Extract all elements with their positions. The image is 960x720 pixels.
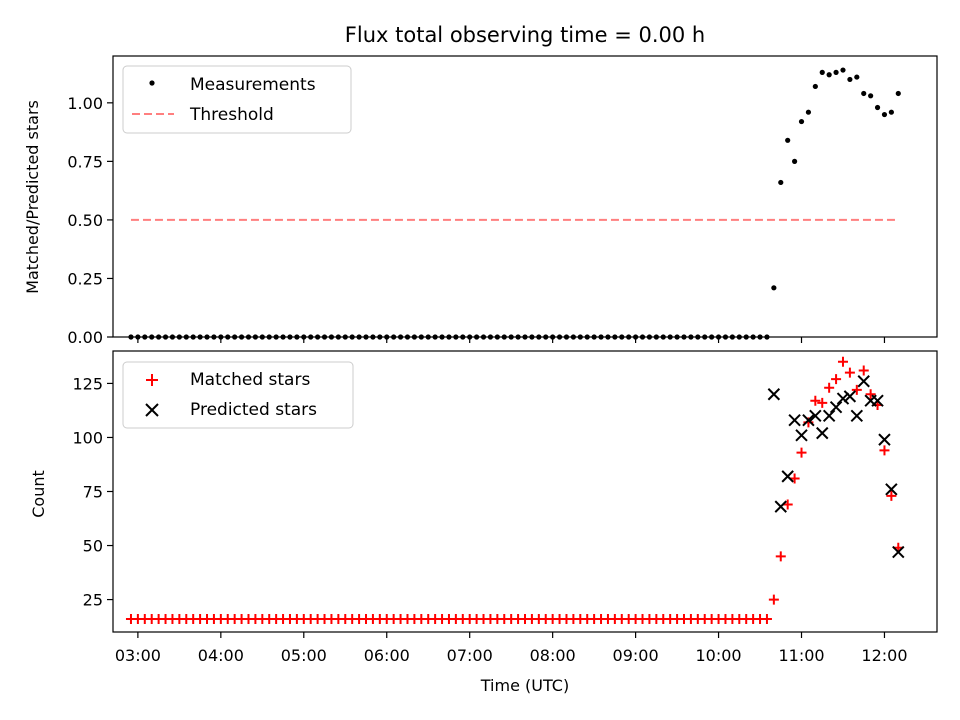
top-ytick-label: 0.75 bbox=[67, 152, 103, 171]
legend-predicted-marker bbox=[145, 403, 159, 417]
predicted-stars-point bbox=[850, 409, 864, 423]
measurements-point bbox=[861, 90, 867, 97]
xtick-label: 07:00 bbox=[447, 646, 493, 665]
matched-stars-point bbox=[851, 384, 862, 395]
top-ylabel: Matched/Predicted stars bbox=[23, 100, 42, 294]
matched-stars-point bbox=[789, 473, 800, 484]
legend-matched-label: Matched stars bbox=[190, 370, 310, 390]
legend-matched-marker bbox=[146, 374, 158, 386]
predicted-stars-point bbox=[795, 429, 808, 442]
xtick-label: 03:00 bbox=[115, 646, 161, 665]
predicted-stars-point bbox=[802, 413, 815, 427]
predicted-stars-point bbox=[885, 483, 898, 496]
bottom-ytick-label: 25 bbox=[83, 591, 103, 610]
matched-stars-point bbox=[844, 367, 855, 378]
predicted-stars-point bbox=[829, 400, 843, 414]
predicted-stars-point bbox=[816, 426, 829, 440]
bottom-ytick-label: 50 bbox=[83, 537, 103, 556]
measurements-point bbox=[778, 179, 784, 186]
measurements-point bbox=[812, 83, 818, 90]
x-axis-label: Time (UTC) bbox=[480, 676, 569, 695]
matched-stars-point bbox=[810, 395, 821, 406]
predicted-stars-point bbox=[857, 375, 870, 388]
legend-measurements-marker bbox=[149, 80, 155, 86]
measurements-point bbox=[888, 109, 894, 115]
matched-stars-point bbox=[831, 374, 842, 385]
matched-stars-point bbox=[817, 397, 828, 408]
measurements-point bbox=[771, 285, 777, 291]
top-ytick-label: 0.25 bbox=[67, 269, 103, 288]
xtick-label: 04:00 bbox=[198, 646, 244, 665]
matched-stars-point bbox=[761, 614, 772, 625]
predicted-stars-point bbox=[781, 470, 794, 483]
matched-stars-point bbox=[879, 445, 890, 456]
legend-predicted-label: Predicted stars bbox=[190, 400, 317, 420]
top-ytick-label: 1.00 bbox=[67, 94, 103, 113]
measurements-point bbox=[868, 93, 874, 99]
matched-stars-point bbox=[824, 382, 835, 393]
matched-stars-point bbox=[865, 389, 876, 400]
top-ytick-label: 0.00 bbox=[67, 328, 103, 347]
top-legend: Measurements Threshold bbox=[122, 65, 352, 134]
predicted-stars-point bbox=[843, 390, 857, 403]
legend-threshold-label: Threshold bbox=[189, 105, 274, 125]
predicted-stars-point bbox=[892, 545, 905, 559]
measurements-point bbox=[840, 67, 846, 73]
xtick-label: 08:00 bbox=[530, 646, 576, 665]
xtick-label: 09:00 bbox=[613, 646, 659, 665]
figure-title: Flux total observing time = 0.00 h bbox=[345, 23, 705, 47]
predicted-stars-point bbox=[871, 394, 884, 407]
matched-stars-point bbox=[796, 447, 807, 458]
matched-stars-point bbox=[782, 499, 793, 510]
xtick-label: 12:00 bbox=[861, 646, 907, 665]
predicted-stars-point bbox=[788, 413, 801, 427]
measurements-point bbox=[798, 118, 805, 125]
bottom-ytick-label: 100 bbox=[72, 428, 103, 447]
matched-stars-point bbox=[775, 551, 786, 562]
xtick-label: 10:00 bbox=[696, 646, 742, 665]
bottom-ytick-label: 75 bbox=[83, 483, 103, 502]
bottom-ylabel: Count bbox=[29, 470, 48, 518]
matched-stars-point bbox=[768, 594, 779, 605]
xtick-label: 05:00 bbox=[281, 646, 327, 665]
measurements-point bbox=[826, 72, 832, 78]
xtick-label: 06:00 bbox=[364, 646, 410, 665]
matched-stars-point bbox=[858, 365, 869, 376]
measurements-point bbox=[874, 104, 881, 111]
legend-measurements-label: Measurements bbox=[190, 75, 316, 95]
measurements-point bbox=[791, 158, 798, 164]
predicted-stars-point bbox=[767, 388, 781, 401]
bottom-panel: 25 50 75 100 125 03:00 04:00 05:00 06:00 07:00 08… bbox=[29, 350, 938, 695]
predicted-stars-point bbox=[822, 409, 836, 423]
xtick-label: 11:00 bbox=[778, 646, 824, 665]
top-ytick-label: 0.50 bbox=[67, 211, 103, 230]
measurements-point bbox=[785, 137, 791, 143]
matched-stars-point bbox=[886, 490, 897, 501]
measurements-point bbox=[847, 76, 853, 83]
top-panel: 0.00 0.25 0.50 0.75 1.00 Matched/Predicted s… bbox=[23, 55, 938, 347]
measurements-point bbox=[881, 111, 888, 118]
predicted-stars-point bbox=[774, 500, 787, 513]
bottom-ytick-label: 125 bbox=[72, 374, 103, 393]
bottom-legend-box bbox=[122, 361, 354, 429]
measurements-point bbox=[805, 109, 812, 115]
top-legend-box bbox=[122, 65, 352, 134]
measurements-point bbox=[895, 90, 901, 97]
bottom-legend: Matched stars Predicted stars bbox=[122, 361, 354, 429]
measurements-point bbox=[833, 69, 839, 75]
measurements-point bbox=[854, 74, 860, 80]
predicted-stars-point bbox=[878, 433, 891, 446]
measurements-point bbox=[819, 69, 825, 75]
matched-stars-point bbox=[837, 356, 848, 367]
top-axes-frame bbox=[112, 55, 938, 338]
predicted-stars-point bbox=[809, 409, 822, 423]
predicted-stars-point bbox=[836, 392, 850, 405]
